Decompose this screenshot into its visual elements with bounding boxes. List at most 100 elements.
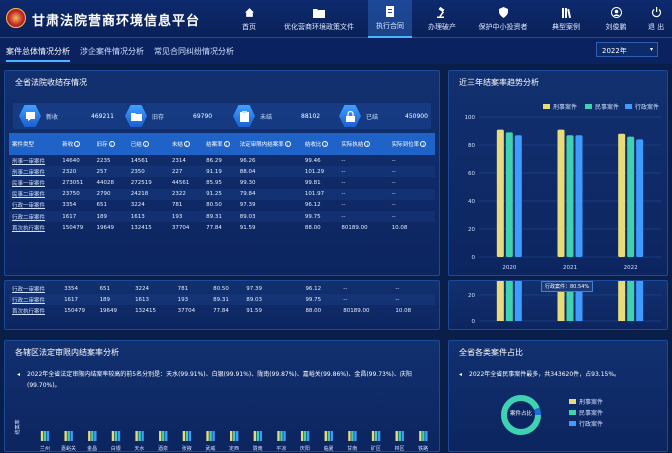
case-type-link[interactable]: 行政二审案件 (9, 294, 62, 306)
case-type-link[interactable]: 行政一审案件 (12, 286, 46, 293)
region-bar-临夏[interactable] (324, 431, 327, 441)
region-bar-甘南[interactable] (354, 431, 357, 441)
region-bar-金昌[interactable] (94, 431, 97, 441)
region-bar-白银[interactable] (111, 431, 115, 441)
bar-continued-2021-民事案件[interactable] (566, 281, 574, 321)
info-icon[interactable]: i (420, 141, 427, 147)
bar-2021-民事案件[interactable] (566, 135, 574, 257)
region-bar-天水[interactable] (141, 431, 144, 441)
region-bar-平凉[interactable] (283, 431, 286, 441)
region-bar-定西[interactable] (230, 431, 233, 441)
info-icon[interactable]: i (74, 141, 81, 147)
case-type-link[interactable]: 行政二审案件 (9, 210, 60, 223)
column-header[interactable]: 实际到位率 i (388, 133, 435, 155)
case-type-link[interactable]: 首次执行案件 (12, 308, 46, 315)
region-bar-林区[interactable] (395, 431, 398, 441)
bar-continued-2021-行政案件[interactable] (575, 281, 583, 321)
bar-2020-民事案件[interactable] (505, 132, 513, 257)
region-bar-林区[interactable] (401, 431, 404, 441)
bar-2022-民事案件[interactable] (627, 136, 635, 257)
region-bar-嘉峪关[interactable] (67, 431, 70, 441)
tab-enterprise-cases[interactable]: 涉企案件情况分析 (80, 47, 144, 56)
column-header[interactable]: 结案率 i (203, 133, 237, 155)
bar-continued-2020-行政案件[interactable] (514, 281, 522, 321)
bar-2021-刑事案件[interactable] (557, 129, 565, 257)
region-bar-白银[interactable] (117, 431, 121, 441)
column-header[interactable]: 结收比 i (301, 133, 339, 155)
column-header[interactable]: 新收 i (59, 133, 94, 155)
region-bar-陇南[interactable] (259, 431, 263, 441)
column-header[interactable]: 未结 i (168, 133, 204, 155)
user-menu[interactable]: 刘俊鹏 (598, 0, 634, 38)
column-header[interactable]: 实际执结 i (338, 133, 389, 155)
bar-continued-2020-刑事案件[interactable] (496, 281, 504, 321)
region-bar-甘南[interactable] (351, 431, 354, 441)
region-bar-临夏[interactable] (327, 431, 330, 441)
case-type-link[interactable]: 刑事一审案件 (12, 158, 46, 165)
region-bar-庆阳[interactable] (303, 431, 307, 441)
bar-2020-刑事案件[interactable] (496, 129, 504, 257)
nav-investor-protection[interactable]: 保护中小投资者 (472, 0, 534, 38)
info-icon[interactable]: i (108, 141, 115, 147)
nav-policy-files[interactable]: 优化营商环境政策文件 (280, 0, 358, 38)
region-bar-金昌[interactable] (88, 431, 91, 441)
case-type-link[interactable]: 民事二审案件 (9, 188, 60, 200)
bar-2020-行政案件[interactable] (514, 135, 522, 257)
tab-contract-disputes[interactable]: 常见合同纠纷情况分析 (154, 47, 234, 56)
region-bar-铁路[interactable] (422, 431, 425, 441)
region-bar-张掖[interactable] (182, 431, 186, 441)
region-bar-林区[interactable] (398, 431, 401, 441)
region-bar-酒泉[interactable] (162, 431, 165, 441)
case-type-link[interactable]: 民事一审案件 (12, 180, 46, 187)
region-bar-兰州[interactable] (43, 431, 47, 441)
region-bar-天水[interactable] (138, 431, 141, 441)
bar-continued-2022-刑事案件[interactable] (618, 281, 626, 321)
region-bar-白银[interactable] (114, 431, 118, 441)
case-type-link[interactable]: 刑事二审案件 (9, 166, 60, 178)
bar-continued-2021-刑事案件[interactable] (557, 281, 565, 321)
column-header[interactable]: 案件类型 (9, 133, 60, 155)
region-bar-庆阳[interactable] (306, 431, 310, 441)
region-bar-陇南[interactable] (253, 431, 257, 441)
column-header[interactable]: 法定审限内结案率 i (236, 133, 302, 155)
region-bar-武威[interactable] (212, 431, 215, 441)
year-select[interactable]: 2022年 ▾ (596, 42, 658, 57)
logout-button[interactable]: 退 出 (642, 0, 670, 38)
region-bar-临夏[interactable] (330, 431, 333, 441)
region-bar-武威[interactable] (209, 431, 212, 441)
region-bar-张掖[interactable] (188, 431, 192, 441)
case-type-link[interactable]: 行政一审案件 (12, 203, 46, 210)
region-bar-天水[interactable] (135, 431, 138, 441)
region-bar-矿区[interactable] (374, 431, 378, 441)
region-bar-兰州[interactable] (40, 431, 44, 441)
region-bar-甘南[interactable] (348, 431, 351, 441)
region-bar-酒泉[interactable] (165, 431, 168, 441)
region-bar-嘉峪关[interactable] (70, 431, 73, 441)
info-icon[interactable]: i (183, 141, 190, 147)
info-icon[interactable]: i (322, 141, 329, 147)
region-bar-平凉[interactable] (277, 431, 280, 441)
nav-contract-enforcement[interactable]: 执行合同 (368, 0, 412, 38)
region-bar-陇南[interactable] (256, 431, 260, 441)
region-bar-金昌[interactable] (91, 431, 94, 441)
region-bar-矿区[interactable] (371, 431, 375, 441)
region-bar-平凉[interactable] (280, 431, 283, 441)
info-icon[interactable]: i (142, 141, 149, 147)
region-bar-嘉峪关[interactable] (64, 431, 67, 441)
bar-2022-行政案件[interactable] (636, 139, 644, 257)
nav-bankruptcy[interactable]: 办理破产 (420, 0, 464, 38)
region-bar-武威[interactable] (206, 431, 209, 441)
bar-2022-刑事案件[interactable] (618, 133, 626, 257)
nav-typical-cases[interactable]: 典型案例 (546, 0, 586, 38)
region-bar-张掖[interactable] (185, 431, 189, 441)
region-bar-铁路[interactable] (425, 431, 428, 441)
info-icon[interactable]: i (284, 141, 291, 147)
info-icon[interactable]: i (364, 141, 371, 147)
info-icon[interactable]: i (223, 141, 230, 147)
region-bar-定西[interactable] (236, 431, 239, 441)
region-bar-庆阳[interactable] (300, 431, 304, 441)
nav-home[interactable]: 首页 (232, 0, 266, 38)
region-bar-定西[interactable] (233, 431, 236, 441)
region-bar-酒泉[interactable] (159, 431, 162, 441)
bar-continued-2020-民事案件[interactable] (505, 281, 513, 321)
